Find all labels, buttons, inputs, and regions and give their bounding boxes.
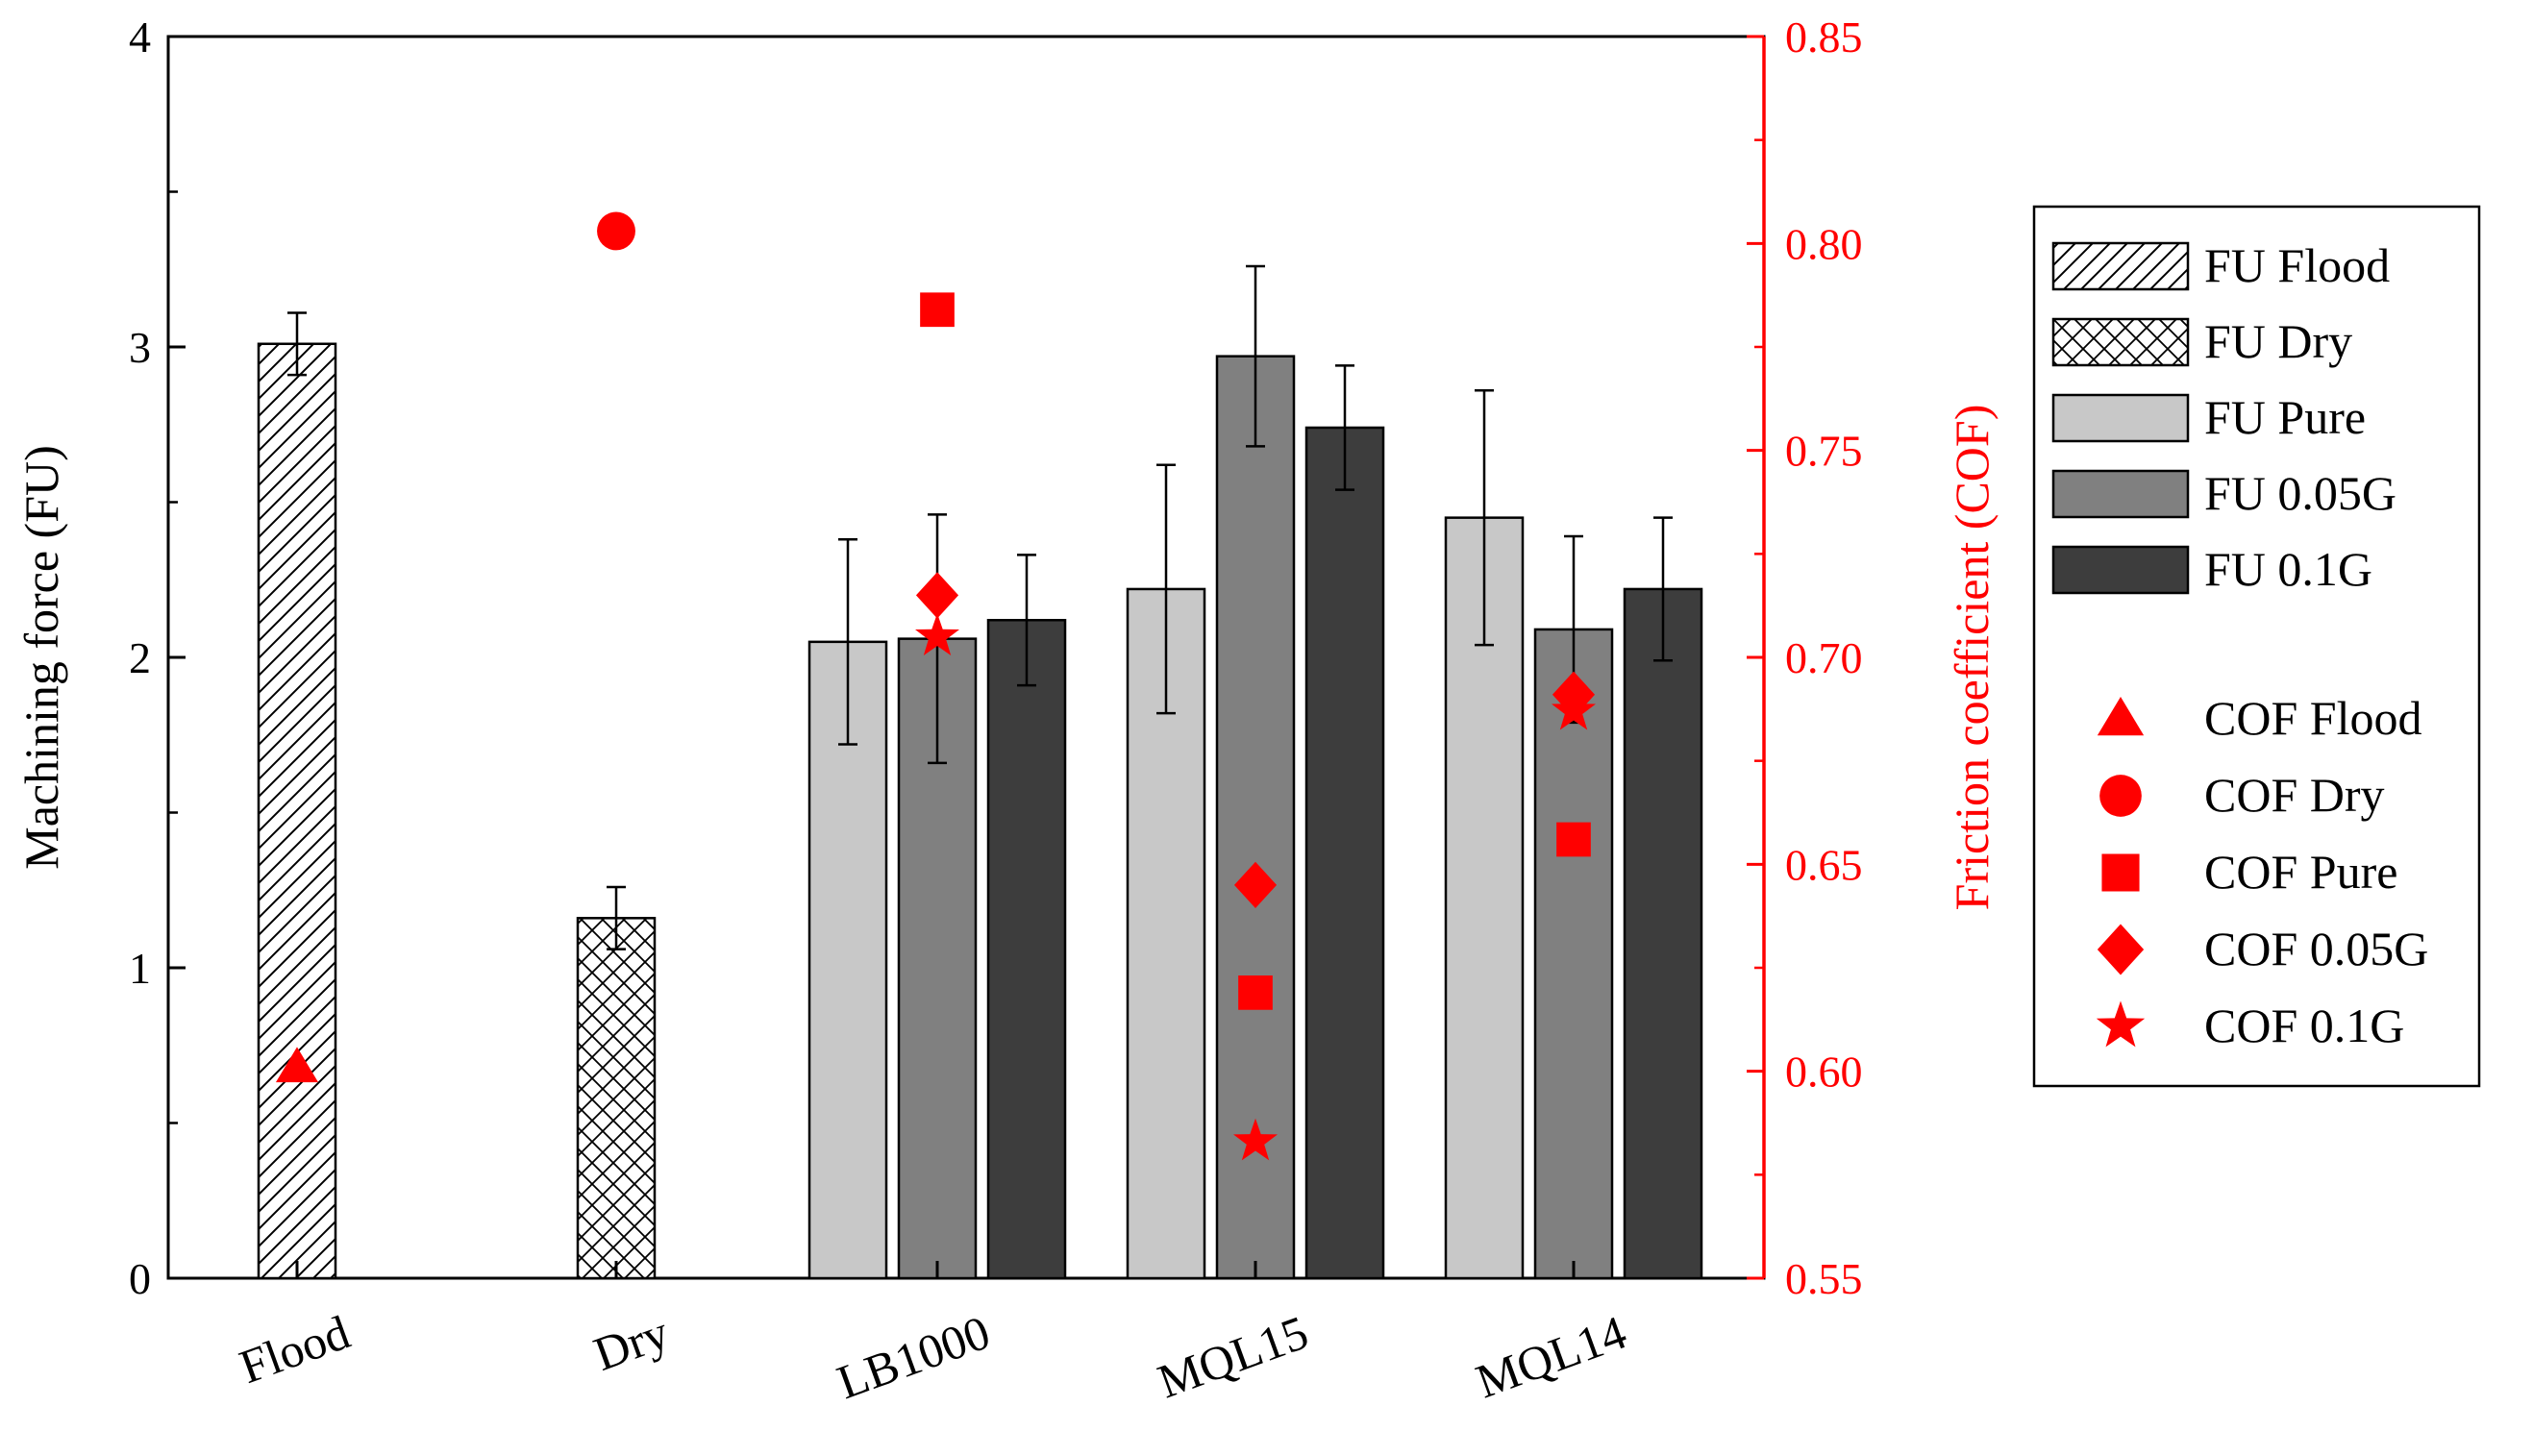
right-tick-label: 0.85 bbox=[1785, 12, 1863, 62]
left-tick-label: 0 bbox=[129, 1254, 151, 1303]
legend: FU Flood FU Dry FU Pure FU 0.05G FU 0.1G COF … bbox=[2051, 238, 2428, 1052]
right-tick-label: 0.55 bbox=[1785, 1254, 1863, 1303]
legend-swatch bbox=[2051, 545, 2190, 595]
legend-swatch bbox=[2051, 241, 2190, 291]
right-axis-title: Friction coefficient (COF) bbox=[1945, 405, 1999, 911]
legend-label: COF Dry bbox=[2204, 768, 2385, 822]
right-tick-label: 0.75 bbox=[1785, 427, 1863, 476]
legend-swatch bbox=[2051, 393, 2190, 443]
left-axis: 0 1 2 3 4 bbox=[129, 12, 186, 1303]
legend-label: FU Pure bbox=[2204, 390, 2366, 444]
legend-swatch bbox=[2051, 469, 2190, 519]
legend-marker-triangle bbox=[2097, 697, 2145, 736]
bar-fu-0-1g-mql14 bbox=[1623, 587, 1703, 1280]
legend-marker-circle bbox=[2099, 775, 2142, 817]
point-cof-pure-lb1000 bbox=[920, 292, 955, 328]
right-tick-label: 0.70 bbox=[1785, 633, 1863, 682]
right-axis: 0.55 0.60 0.65 0.70 0.75 0.80 0.85 bbox=[1747, 12, 1863, 1303]
legend-marker-diamond bbox=[2097, 924, 2145, 975]
x-category-labels: Flood Dry LB1000 MQL15 MQL14 bbox=[233, 1261, 1633, 1409]
bar-fu-flood-flood bbox=[257, 342, 337, 1280]
left-tick-label: 3 bbox=[129, 323, 151, 372]
left-axis-title: Machining force (FU) bbox=[14, 445, 68, 870]
legend-label: COF 0.1G bbox=[2204, 999, 2404, 1052]
point-cof-0-05g-lb1000 bbox=[915, 572, 959, 619]
cof-points bbox=[275, 211, 1596, 1161]
point-cof-0-1g-mql15 bbox=[1233, 1118, 1278, 1161]
x-category-label: Dry bbox=[587, 1305, 676, 1381]
left-tick-label: 4 bbox=[129, 12, 151, 62]
bar-fu-0-1g-mql15 bbox=[1304, 426, 1385, 1280]
point-cof-pure-mql15 bbox=[1238, 975, 1273, 1010]
bar-fu-0-1g-lb1000 bbox=[986, 618, 1067, 1280]
point-cof-0-1g-lb1000 bbox=[915, 613, 959, 655]
point-cof-pure-mql14 bbox=[1556, 822, 1591, 857]
x-category-label: MQL15 bbox=[1151, 1305, 1315, 1409]
x-category-label: MQL14 bbox=[1469, 1305, 1633, 1409]
x-category-label: LB1000 bbox=[831, 1305, 997, 1410]
legend-label: FU Dry bbox=[2204, 314, 2352, 368]
legend-label: COF 0.05G bbox=[2204, 922, 2428, 975]
bar-fu-pure-lb1000 bbox=[807, 640, 888, 1280]
right-tick-label: 0.60 bbox=[1785, 1048, 1863, 1097]
bar-fu-dry-dry bbox=[576, 917, 657, 1280]
bar-fu-0-05g-mql14 bbox=[1533, 628, 1614, 1280]
legend-marker-star bbox=[2096, 1000, 2146, 1048]
legend-marker-square bbox=[2101, 853, 2140, 892]
point-cof-flood-flood bbox=[275, 1047, 319, 1083]
right-tick-label: 0.80 bbox=[1785, 219, 1863, 268]
point-cof-dry-dry bbox=[597, 211, 635, 251]
right-tick-label: 0.65 bbox=[1785, 840, 1863, 889]
point-cof-0-05g-mql15 bbox=[1233, 861, 1278, 909]
x-category-label: Flood bbox=[233, 1305, 357, 1394]
legend-swatch bbox=[2051, 317, 2190, 367]
left-tick-label: 2 bbox=[129, 633, 151, 682]
legend-label: FU Flood bbox=[2204, 238, 2390, 292]
legend-label: COF Flood bbox=[2204, 691, 2421, 745]
legend-label: COF Pure bbox=[2204, 845, 2397, 899]
left-tick-label: 1 bbox=[129, 944, 151, 993]
bar-series bbox=[257, 264, 1703, 1280]
legend-label: FU 0.1G bbox=[2204, 542, 2372, 596]
point-cof-0-1g-mql14 bbox=[1552, 687, 1596, 730]
legend-label: FU 0.05G bbox=[2204, 466, 2396, 520]
